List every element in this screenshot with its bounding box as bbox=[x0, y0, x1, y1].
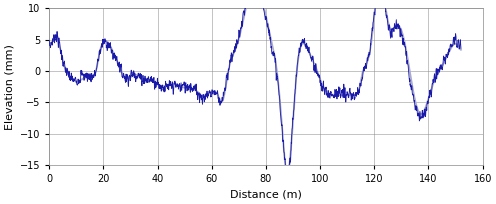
X-axis label: Distance (m): Distance (m) bbox=[230, 190, 302, 200]
Y-axis label: Elevation (mm): Elevation (mm) bbox=[4, 44, 14, 130]
